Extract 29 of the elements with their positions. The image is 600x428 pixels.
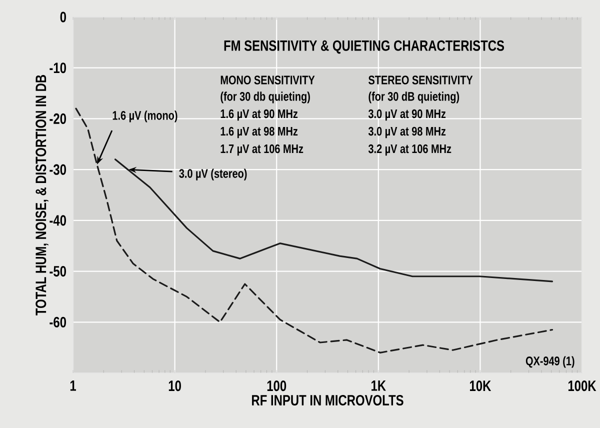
annotation: (for 30 db quieting) <box>220 92 310 104</box>
y-tick-label: -10 <box>50 62 66 74</box>
text: FM SENSITIVITY & QUIETING CHARACTERISTCS <box>224 40 504 54</box>
annotation: 1.6 µV at 90 MHz <box>220 109 298 121</box>
y-axis-title: TOTAL HUM, NOISE, & DISTORTION IN DB <box>36 74 48 316</box>
annotation: 3.0 µV (stereo) <box>179 168 247 180</box>
y-tick-label: -60 <box>50 316 66 328</box>
annotation: MONO SENSITIVITY <box>220 76 315 84</box>
annotation: 3.0 µV at 90 MHz <box>368 109 446 121</box>
annotation: STEREO SENSITIVITY <box>368 76 473 84</box>
annotation: 3.2 µV at 106 MHz <box>368 144 452 156</box>
x-tick-label: 10 <box>168 380 181 392</box>
x-tick-label: 100 <box>267 380 286 392</box>
annotation: 3.0 µV at 98 MHz <box>368 126 446 138</box>
annotation: 1.6 µV at 98 MHz <box>220 126 298 138</box>
x-tick-label: 1 <box>70 380 76 391</box>
annotation: 1.6 µV (mono) <box>112 110 178 122</box>
y-tick-label: -30 <box>50 164 66 175</box>
annotation: (for 30 dB quieting) <box>368 92 460 104</box>
y-tick-label: -50 <box>50 266 66 277</box>
y-tick-label: 0 <box>60 12 66 22</box>
annotation: QX-949 (1) <box>526 356 574 368</box>
y-tick-label: -20 <box>50 113 66 124</box>
x-axis-title: RF INPUT IN MICROVOLTS <box>252 394 404 406</box>
x-tick-label: 1K <box>372 380 386 391</box>
x-tick-label: 10K <box>470 380 492 392</box>
x-tick-label: 100K <box>568 380 596 392</box>
annotation: 1.7 µV at 106 MHz <box>220 144 304 156</box>
y-tick-label: -40 <box>50 215 66 226</box>
